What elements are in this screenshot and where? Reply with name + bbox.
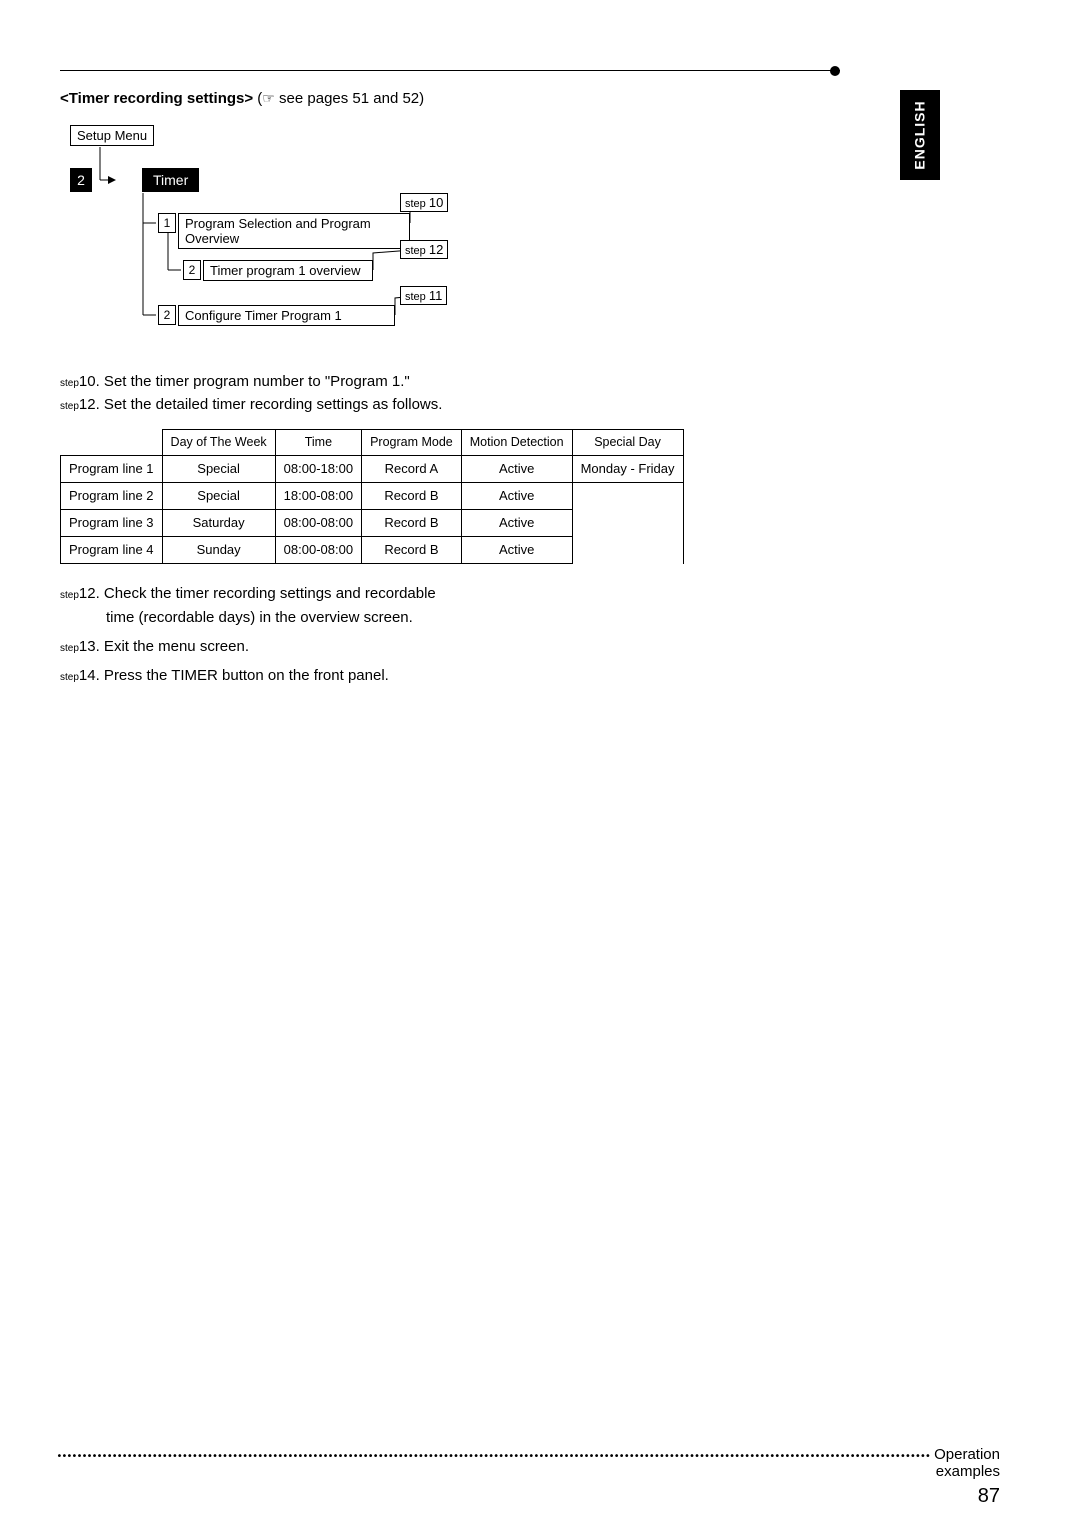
callout2-prefix: step — [405, 245, 429, 257]
cell: Monday - Friday — [572, 455, 683, 482]
top-divider — [60, 70, 840, 71]
cell: Record B — [362, 483, 462, 510]
cell: Program line 4 — [61, 537, 163, 564]
cell: 18:00-08:00 — [275, 483, 361, 510]
step12b-text: Check the timer recording settings and r… — [100, 585, 436, 602]
page-number: 87 — [978, 1485, 1000, 1508]
step14-label: step — [60, 672, 79, 683]
content: <Timer recording settings> (☞ see pages … — [60, 90, 1020, 687]
footer-dots: ••••••••••••••••••••••••••••••••••••••••… — [56, 1451, 930, 1462]
step10-line: step10. Set the timer program number to … — [60, 370, 1020, 393]
item1-label: Program Selection and Program Overview — [185, 216, 403, 246]
item1-num-box: 1 — [158, 213, 176, 233]
callout3-prefix: step — [405, 291, 429, 303]
item2-num: 2 — [189, 263, 196, 277]
callout3-num: 11 — [429, 288, 443, 303]
cell: Active — [461, 537, 572, 564]
th-time: Time — [275, 429, 361, 455]
step14-num: 14. — [79, 667, 100, 684]
setup-menu-label: Setup Menu — [77, 128, 147, 143]
cell: Record B — [362, 537, 462, 564]
step12b-label: step — [60, 590, 79, 601]
step12b-num: 12. — [79, 585, 100, 602]
section-heading: <Timer recording settings> (☞ see pages … — [60, 90, 1020, 107]
timer-number-box: 2 — [70, 168, 92, 192]
cell: Record A — [362, 455, 462, 482]
callout1-prefix: step — [405, 198, 429, 210]
setup-menu-box: Setup Menu — [70, 125, 154, 146]
cell: Program line 1 — [61, 455, 163, 482]
item3-box: Configure Timer Program 1 — [178, 305, 395, 326]
step12a-text: Set the detailed timer recording setting… — [100, 396, 443, 413]
item3-num-box: 2 — [158, 305, 176, 325]
heading-title: <Timer recording settings> — [60, 90, 253, 107]
step12a-label: step — [60, 401, 79, 412]
item2-label: Timer program 1 overview — [210, 263, 361, 278]
step12a-line: step12. Set the detailed timer recording… — [60, 393, 1020, 416]
step14-line: step14. Press the TIMER button on the fr… — [60, 664, 1020, 687]
table-row: Program line 2 Special 18:00-08:00 Recor… — [61, 483, 684, 510]
th-special: Special Day — [572, 429, 683, 455]
cell: 08:00-08:00 — [275, 537, 361, 564]
step13-label: step — [60, 643, 79, 654]
table-header-row: Day of The Week Time Program Mode Motion… — [61, 429, 684, 455]
step12a-num: 12. — [79, 396, 100, 413]
item1-num: 1 — [164, 216, 171, 230]
cell: 08:00-08:00 — [275, 510, 361, 537]
footer-text: Operation examples — [930, 1446, 1000, 1480]
callout-step11: step 11 — [400, 286, 447, 305]
recording-table: Day of The Week Time Program Mode Motion… — [60, 429, 684, 565]
item2-box: Timer program 1 overview — [203, 260, 373, 281]
cell-empty-span — [572, 483, 683, 564]
footer: ••••••••••••••••••••••••••••••••••••••••… — [0, 1446, 1000, 1480]
cell: Record B — [362, 510, 462, 537]
cell: Program line 2 — [61, 483, 163, 510]
th-blank — [61, 429, 163, 455]
step13-num: 13. — [79, 638, 100, 655]
callout-step10: step 10 — [400, 193, 448, 212]
th-day: Day of The Week — [162, 429, 275, 455]
cell: Active — [461, 455, 572, 482]
timer-label-box: Timer — [142, 168, 199, 192]
callout-step12: step 12 — [400, 240, 448, 259]
th-mode: Program Mode — [362, 429, 462, 455]
cell: 08:00-18:00 — [275, 455, 361, 482]
table-row: Program line 1 Special 08:00-18:00 Recor… — [61, 455, 684, 482]
step12b-line2: time (recordable days) in the overview s… — [106, 606, 1020, 629]
top-dot — [830, 66, 840, 76]
timer-label: Timer — [153, 172, 188, 188]
item1-box: Program Selection and Program Overview — [178, 213, 410, 249]
hand-icon: ☞ — [262, 90, 275, 106]
item3-label: Configure Timer Program 1 — [185, 308, 342, 323]
cell: Active — [461, 483, 572, 510]
cell: Special — [162, 455, 275, 482]
cell: Saturday — [162, 510, 275, 537]
callout1-num: 10 — [429, 195, 443, 210]
callout2-num: 12 — [429, 242, 443, 257]
timer-number: 2 — [77, 172, 85, 188]
step10-text: Set the timer program number to "Program… — [100, 373, 410, 390]
cell: Program line 3 — [61, 510, 163, 537]
steps-block: step10. Set the timer program number to … — [60, 370, 1020, 687]
cell: Special — [162, 483, 275, 510]
step14-text: Press the TIMER button on the front pane… — [100, 667, 389, 684]
page: ENGLISH <Timer recording settings> (☞ se… — [0, 0, 1080, 1528]
heading-suffix: see pages 51 and 52) — [275, 90, 424, 107]
step13-text: Exit the menu screen. — [100, 638, 249, 655]
cell: Active — [461, 510, 572, 537]
menu-tree: Setup Menu 2 Timer 1 Program Selection a… — [70, 125, 1020, 345]
cell: Sunday — [162, 537, 275, 564]
step10-label: step — [60, 378, 79, 389]
item2-num-box: 2 — [183, 260, 201, 280]
item3-num: 2 — [164, 308, 171, 322]
step10-num: 10. — [79, 373, 100, 390]
th-motion: Motion Detection — [461, 429, 572, 455]
step13-line: step13. Exit the menu screen. — [60, 635, 1020, 658]
step12b-line: step12. Check the timer recording settin… — [60, 582, 1020, 605]
